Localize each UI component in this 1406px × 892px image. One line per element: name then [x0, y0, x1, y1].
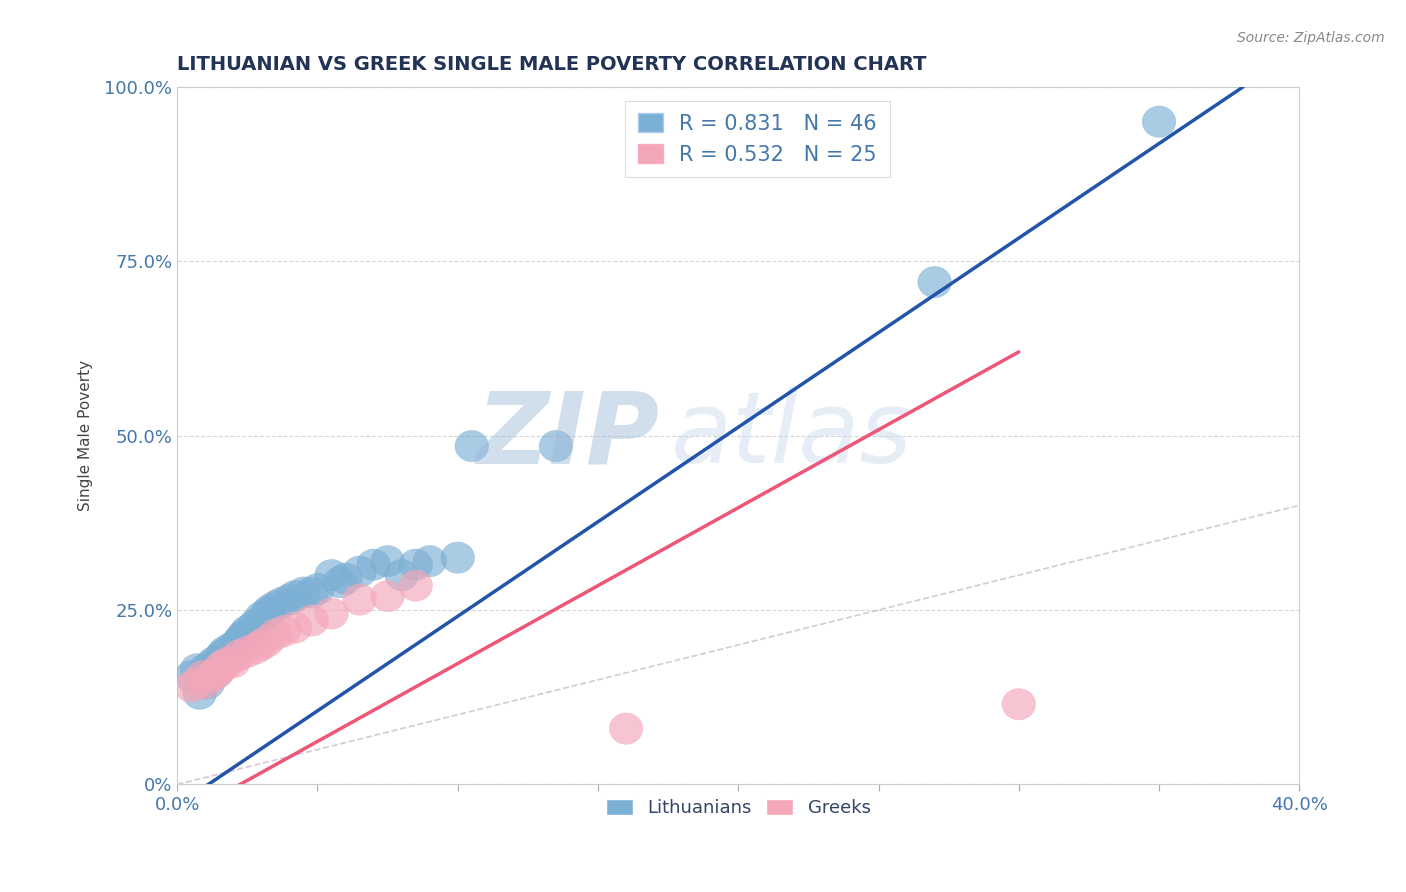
Ellipse shape [239, 608, 273, 640]
Ellipse shape [343, 584, 377, 615]
Ellipse shape [188, 654, 222, 685]
Ellipse shape [174, 661, 208, 692]
Ellipse shape [228, 619, 262, 650]
Ellipse shape [225, 623, 259, 654]
Text: atlas: atlas [671, 387, 912, 484]
Ellipse shape [214, 632, 247, 664]
Ellipse shape [245, 629, 278, 661]
Ellipse shape [200, 657, 233, 689]
Ellipse shape [205, 640, 239, 671]
Ellipse shape [538, 430, 572, 462]
Text: Source: ZipAtlas.com: Source: ZipAtlas.com [1237, 31, 1385, 45]
Ellipse shape [231, 615, 264, 647]
Ellipse shape [250, 598, 284, 629]
Ellipse shape [183, 678, 217, 709]
Ellipse shape [918, 267, 952, 298]
Ellipse shape [231, 636, 264, 667]
Ellipse shape [1142, 106, 1175, 137]
Ellipse shape [343, 556, 377, 587]
Ellipse shape [194, 650, 228, 681]
Ellipse shape [222, 625, 256, 657]
Ellipse shape [287, 577, 321, 608]
Ellipse shape [357, 549, 391, 581]
Ellipse shape [301, 574, 335, 605]
Ellipse shape [371, 546, 405, 577]
Legend: Lithuanians, Greeks: Lithuanians, Greeks [599, 791, 877, 824]
Ellipse shape [186, 661, 219, 692]
Y-axis label: Single Male Poverty: Single Male Poverty [79, 360, 93, 511]
Ellipse shape [186, 667, 219, 699]
Ellipse shape [245, 601, 278, 632]
Ellipse shape [188, 667, 222, 699]
Ellipse shape [315, 598, 349, 629]
Ellipse shape [278, 612, 312, 643]
Ellipse shape [278, 581, 312, 612]
Ellipse shape [200, 657, 233, 689]
Ellipse shape [219, 629, 253, 661]
Ellipse shape [329, 563, 363, 594]
Ellipse shape [456, 430, 489, 462]
Ellipse shape [180, 654, 214, 685]
Ellipse shape [399, 549, 433, 581]
Ellipse shape [371, 581, 405, 612]
Ellipse shape [188, 661, 222, 692]
Ellipse shape [202, 654, 236, 685]
Ellipse shape [295, 577, 329, 608]
Ellipse shape [413, 546, 447, 577]
Ellipse shape [236, 612, 270, 643]
Ellipse shape [197, 647, 231, 678]
Ellipse shape [211, 647, 245, 678]
Ellipse shape [399, 570, 433, 601]
Ellipse shape [239, 632, 273, 664]
Ellipse shape [323, 566, 357, 598]
Text: LITHUANIAN VS GREEK SINGLE MALE POVERTY CORRELATION CHART: LITHUANIAN VS GREEK SINGLE MALE POVERTY … [177, 55, 927, 74]
Ellipse shape [217, 647, 250, 678]
Ellipse shape [222, 640, 256, 671]
Ellipse shape [609, 713, 643, 744]
Ellipse shape [1002, 689, 1036, 720]
Ellipse shape [191, 667, 225, 699]
Ellipse shape [250, 625, 284, 657]
Ellipse shape [180, 667, 214, 699]
Ellipse shape [174, 671, 208, 703]
Ellipse shape [267, 615, 301, 647]
Ellipse shape [264, 587, 298, 619]
Ellipse shape [205, 650, 239, 681]
Ellipse shape [253, 594, 287, 625]
Text: ZIP: ZIP [477, 387, 659, 484]
Ellipse shape [295, 605, 329, 636]
Ellipse shape [208, 636, 242, 667]
Ellipse shape [259, 591, 292, 623]
Ellipse shape [217, 640, 250, 671]
Ellipse shape [202, 643, 236, 674]
Ellipse shape [315, 559, 349, 591]
Ellipse shape [259, 619, 292, 650]
Ellipse shape [385, 559, 419, 591]
Ellipse shape [194, 661, 228, 692]
Ellipse shape [441, 542, 475, 574]
Ellipse shape [273, 584, 307, 615]
